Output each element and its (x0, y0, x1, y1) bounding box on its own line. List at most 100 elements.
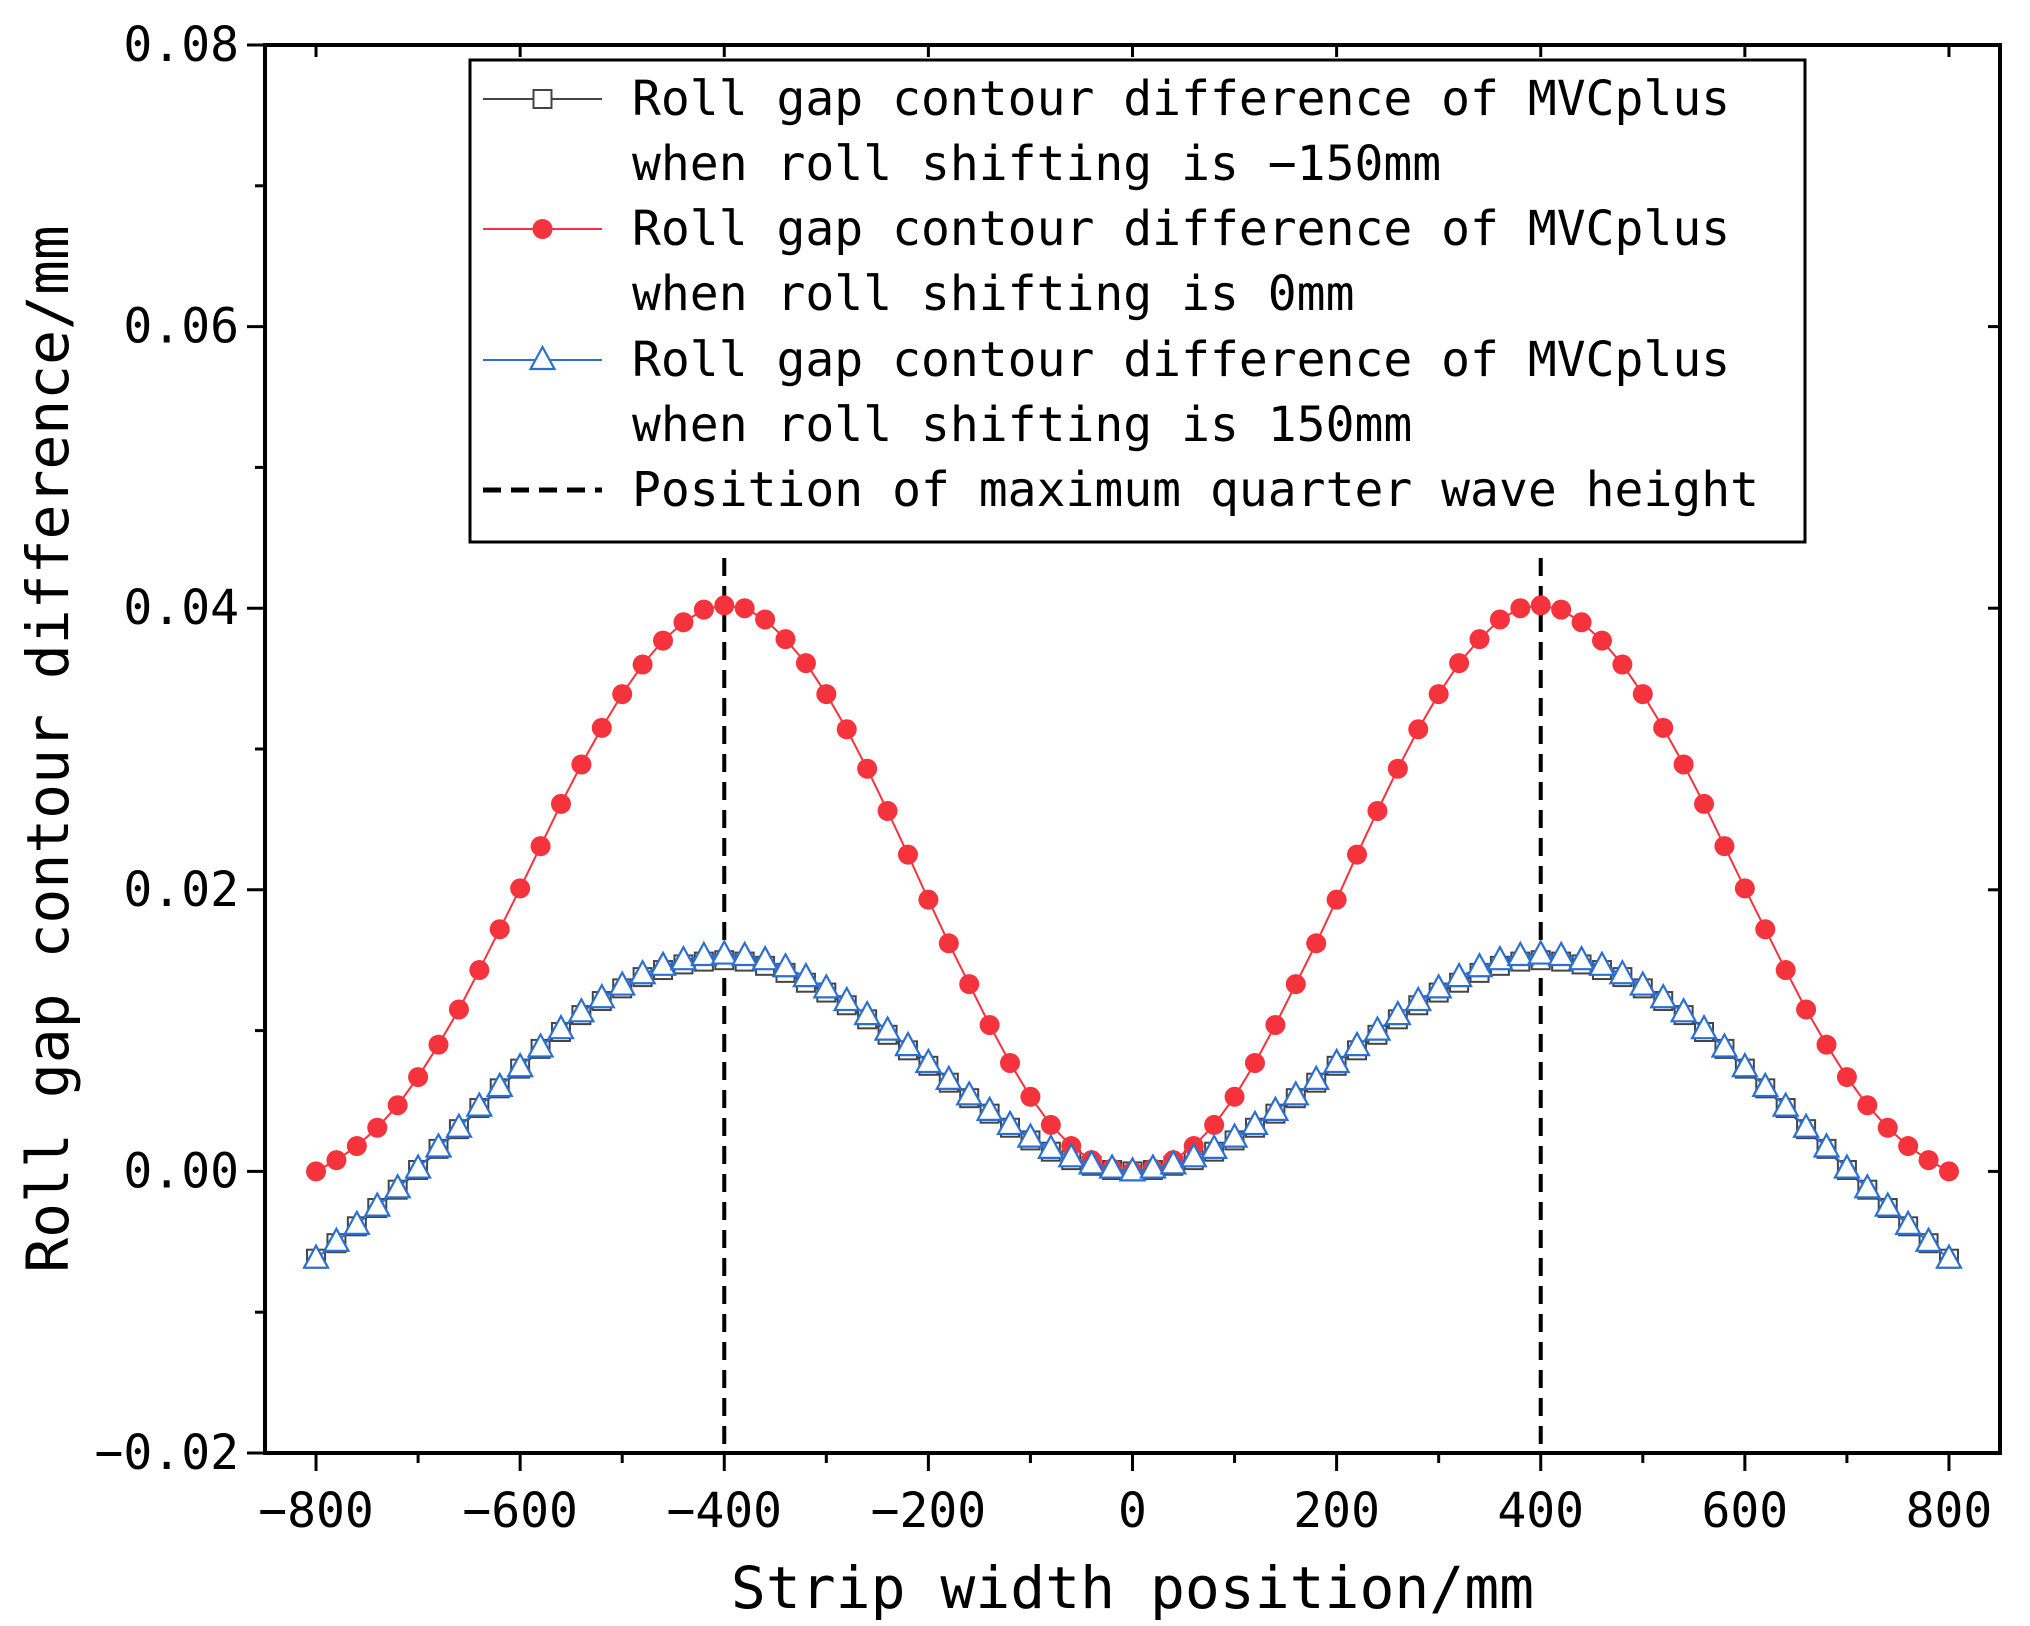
data-point (836, 719, 857, 740)
legend-label: when roll shifting is −150mm (632, 136, 1441, 192)
data-point (1118, 1156, 1147, 1182)
data-point (367, 1117, 388, 1138)
y-tick-label: −0.02 (95, 1425, 240, 1481)
data-point (1608, 958, 1637, 985)
data-point (1710, 1032, 1739, 1058)
data-point (1363, 1015, 1392, 1041)
data-point (1424, 973, 1453, 999)
y-tick-label: 0.04 (123, 580, 239, 636)
data-point (1591, 630, 1612, 651)
data-point (1486, 944, 1514, 971)
data-point (1938, 1161, 1959, 1182)
data-point (1690, 1013, 1718, 1040)
plot-data-layer (302, 558, 1963, 1453)
data-point (1200, 1133, 1229, 1159)
data-point (914, 1047, 943, 1074)
data-point (1387, 758, 1408, 779)
data-point (465, 1091, 494, 1117)
data-point (1241, 1109, 1269, 1136)
data-point (1649, 982, 1678, 1009)
data-point (1020, 1086, 1041, 1107)
data-point (1673, 754, 1694, 775)
data-point (469, 960, 490, 981)
data-point (1445, 961, 1473, 988)
data-point (1547, 940, 1576, 967)
data-point (1326, 889, 1347, 910)
legend: Roll gap contour difference of MVCplus wh… (468, 58, 1807, 544)
data-point (404, 1153, 432, 1179)
data-point (363, 1191, 392, 1217)
series-2 (302, 939, 1963, 1269)
data-point (975, 1095, 1004, 1121)
data-point (547, 1013, 575, 1040)
data-point (1098, 1153, 1126, 1179)
data-point (1469, 629, 1490, 650)
data-point (832, 985, 861, 1012)
data-point (1792, 1112, 1820, 1138)
x-tick-label: 200 (1293, 1483, 1380, 1539)
data-point (894, 1030, 922, 1057)
data-point (322, 1226, 351, 1252)
x-tick-label: −800 (258, 1483, 374, 1539)
data-point (734, 598, 755, 619)
data-point (1367, 800, 1388, 821)
x-tick-label: 0 (1118, 1483, 1147, 1539)
legend-box (468, 58, 1807, 544)
data-point (1261, 1095, 1290, 1121)
data-point (1877, 1117, 1898, 1138)
data-point (587, 982, 616, 1009)
data-point (1220, 1122, 1249, 1148)
data-point (1588, 950, 1616, 976)
data-point (1771, 1091, 1800, 1117)
data-point (1449, 653, 1470, 674)
data-point (996, 1109, 1024, 1136)
data-point (387, 1095, 408, 1116)
data-point (326, 1150, 347, 1171)
data-point (792, 961, 820, 988)
y-tick-label: 0.02 (123, 862, 239, 918)
data-point (302, 1243, 330, 1269)
data-point (1873, 1191, 1902, 1217)
data-point (1833, 1153, 1861, 1179)
data-point (714, 595, 735, 616)
data-point (506, 1051, 535, 1078)
data-point (1224, 1086, 1245, 1107)
data-point (955, 1080, 984, 1106)
data-point (669, 944, 698, 971)
data-point (1669, 996, 1698, 1023)
data-point (1281, 1080, 1310, 1106)
data-point (775, 629, 796, 650)
data-point (1526, 939, 1555, 965)
data-point (649, 950, 677, 976)
data-point (428, 1034, 449, 1055)
data-point (1036, 1133, 1065, 1159)
data-point (1428, 684, 1449, 705)
data-point (1751, 1071, 1780, 1098)
data-point (710, 939, 739, 965)
data-point (346, 1136, 367, 1157)
data-point (1179, 1142, 1208, 1168)
data-point (1408, 719, 1429, 740)
data-point (816, 684, 837, 705)
x-tick-label: −400 (666, 1483, 782, 1539)
data-point (853, 999, 882, 1026)
data-point (1057, 1142, 1086, 1168)
data-point (1571, 612, 1592, 633)
data-point (959, 974, 980, 995)
data-point (1816, 1034, 1837, 1055)
data-point (1694, 793, 1715, 814)
data-point (1077, 1149, 1106, 1175)
data-point (1000, 1052, 1021, 1073)
data-point (1898, 1136, 1919, 1157)
x-tick-label: 400 (1497, 1483, 1584, 1539)
data-point (877, 800, 898, 821)
data-point (1139, 1153, 1167, 1179)
x-tick-label: 600 (1702, 1483, 1789, 1539)
data-point (530, 836, 551, 857)
legend-label: Roll gap contour difference of MVCplus (632, 201, 1730, 257)
data-point (383, 1172, 412, 1199)
data-point (751, 944, 779, 971)
data-point (979, 1014, 1000, 1035)
data-point (1812, 1132, 1841, 1158)
